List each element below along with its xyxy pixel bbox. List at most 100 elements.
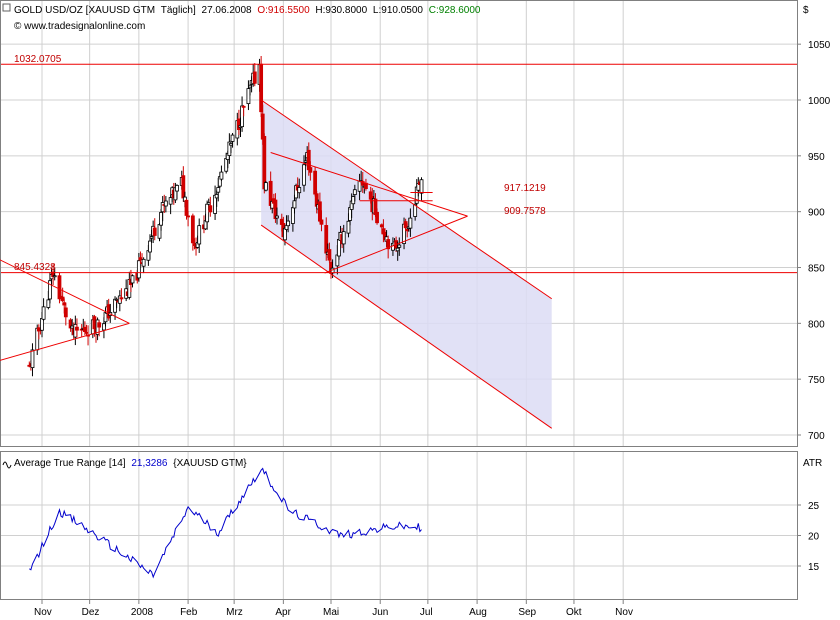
header-close: C:928.6000	[429, 5, 481, 16]
source-label: © www.tradesignalonline.com	[14, 21, 145, 32]
atr-tick-label: 20	[808, 532, 820, 543]
candle	[252, 63, 257, 87]
time-tick-label: Feb	[180, 607, 198, 618]
candle	[352, 184, 357, 202]
atr-name: Average True Range [14]	[14, 458, 126, 469]
header-symbol: GOLD USD/OZ [XAUUSD GTM	[14, 5, 155, 16]
triangle-1-upper	[0, 259, 130, 324]
time-tick-label: Dez	[82, 607, 100, 618]
price-tick-label: 800	[808, 319, 825, 330]
atr-axis-title: ATR	[803, 458, 822, 469]
level-label-low: 845.4328	[14, 262, 56, 273]
candle	[240, 96, 244, 132]
candle	[375, 208, 379, 225]
candle	[141, 257, 146, 274]
grid-lines	[1, 1, 797, 599]
price-axis-ticks: 700 750 800 850 900 950 1000 1050	[797, 40, 831, 442]
chart-header: GOLD USD/OZ [XAUUSD GTM Täglich] 27.06.2…	[2, 3, 809, 32]
atr-axis-ticks: 15 20 25	[797, 501, 820, 573]
atr-tick-label: 25	[808, 501, 820, 512]
candle	[130, 274, 135, 288]
header-low: L:910.0500	[373, 5, 423, 16]
candle	[397, 237, 402, 256]
level-label-upper: 917.1219	[504, 183, 546, 194]
channel-upper-line	[260, 99, 553, 300]
triangle-2-lower	[324, 215, 468, 274]
candle	[341, 224, 346, 253]
candle	[286, 215, 291, 233]
atr-panel-frame	[0, 451, 798, 600]
atr-line	[29, 467, 422, 579]
header-open: O:916.5500	[257, 5, 310, 16]
candle	[97, 320, 102, 337]
svg-text:Average True Range [14]: Average True Range [14] 21,3286 {XAUUSD …	[14, 458, 247, 469]
candle	[419, 177, 424, 201]
time-tick-label: Aug	[469, 607, 487, 618]
svg-text:GOLD USD/OZ [XAUUSD GTM: GOLD USD/OZ [XAUUSD GTM Täglich] 27.06.2…	[14, 5, 481, 16]
candle	[52, 267, 57, 281]
candle	[308, 161, 313, 181]
level-label-high: 1032.0705	[14, 54, 62, 65]
price-tick-label: 950	[808, 152, 825, 163]
price-tick-label: 900	[808, 208, 825, 219]
atr-symbol: {XAUUSD GTM}	[173, 458, 247, 469]
price-tick-label: 750	[808, 375, 825, 386]
trend-lines	[0, 63, 797, 429]
time-tick-label: Apr	[275, 607, 291, 618]
candle	[75, 318, 79, 337]
price-tick-label: 850	[808, 264, 825, 275]
channel-lower-line	[260, 224, 553, 429]
triangle-1-lower	[0, 322, 130, 361]
atr-header: Average True Range [14] 21,3286 {XAUUSD …	[2, 458, 822, 469]
header-high: H:930.8000	[315, 5, 367, 16]
trend-channel	[261, 100, 552, 429]
candlestick-series	[27, 55, 424, 377]
collapse-icon[interactable]	[2, 3, 11, 12]
candle	[297, 178, 302, 199]
candle	[230, 132, 235, 148]
wave-icon	[2, 461, 12, 469]
candle	[246, 80, 251, 111]
candle	[30, 343, 35, 377]
candle	[197, 218, 202, 253]
candle	[41, 298, 46, 321]
candle	[219, 165, 224, 181]
time-tick-label: Nov	[615, 607, 633, 618]
time-tick-label: Jun	[372, 607, 388, 618]
atr-tick-label: 15	[808, 562, 820, 573]
candle	[152, 218, 157, 241]
time-tick-label: Mrz	[226, 607, 243, 618]
candle	[208, 196, 213, 217]
candle	[63, 302, 68, 326]
candle	[386, 235, 391, 259]
time-tick-label: Mai	[323, 607, 339, 618]
time-tick-label: Sep	[518, 607, 536, 618]
header-date: 27.06.2008	[202, 5, 252, 16]
channel-fill	[261, 100, 552, 429]
triangle-2-upper	[270, 152, 468, 217]
price-tick-label: 1050	[808, 40, 831, 51]
candle	[327, 242, 332, 263]
candle	[186, 211, 190, 227]
candle	[175, 184, 179, 200]
atr-series	[29, 467, 422, 579]
candle	[408, 208, 413, 237]
price-tick-label: 700	[808, 431, 825, 442]
candle	[163, 196, 168, 213]
candle	[319, 210, 324, 232]
time-tick-label: Jul	[420, 607, 433, 618]
candle	[259, 55, 264, 117]
candle	[275, 207, 279, 225]
currency-label: $	[803, 5, 809, 16]
time-tick-label: 2008	[131, 607, 154, 618]
candle	[263, 180, 268, 192]
time-tick-label: Nov	[34, 607, 52, 618]
price-tick-label: 1000	[808, 96, 831, 107]
candle	[241, 104, 246, 117]
level-label-lower: 909.7578	[504, 206, 546, 217]
candle	[313, 166, 318, 197]
candle	[157, 223, 162, 242]
header-interval: Täglich]	[161, 5, 196, 16]
time-tick-label: Okt	[566, 607, 582, 618]
